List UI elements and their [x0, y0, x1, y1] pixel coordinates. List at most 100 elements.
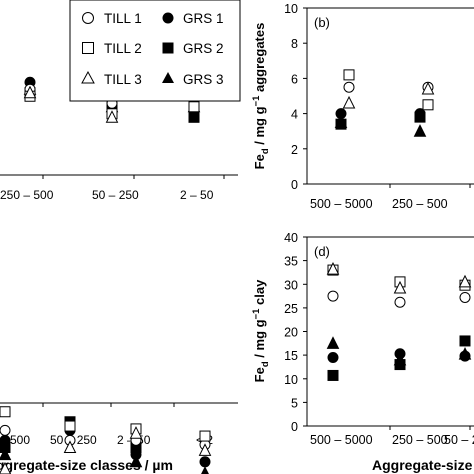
- panel-b-ylabel-sup: −1: [251, 95, 262, 107]
- filled-circle-icon: [162, 12, 174, 24]
- panel-b-ytick-label: 2: [291, 143, 298, 157]
- panel-d-ylabel-rest: / mg g: [252, 319, 267, 361]
- data-point-grs-2: [327, 369, 339, 381]
- data-point-grs-3: [393, 352, 407, 366]
- data-point-till-3: [129, 426, 143, 439]
- panel-d-markers: [326, 262, 472, 381]
- data-point-till-1: [0, 424, 11, 436]
- panel-b-label: (b): [314, 15, 330, 30]
- data-point-grs-1: [199, 456, 211, 468]
- data-point-till-1: [394, 296, 406, 308]
- panel-b-ytick-label: 0: [291, 178, 298, 192]
- data-point-grs-2: [414, 111, 426, 123]
- data-point-grs-3: [0, 447, 12, 461]
- data-point-till-2: [343, 69, 355, 81]
- panel-b-ytick-label: 10: [284, 2, 298, 16]
- panel-d-ytick-label: 40: [284, 231, 298, 245]
- data-point-till-3: [342, 95, 356, 109]
- data-point-till-3: [458, 274, 472, 288]
- data-point-till-2: [422, 99, 434, 111]
- legend-label: TILL 1: [104, 11, 142, 26]
- data-point-grs-3: [413, 124, 427, 137]
- legend-entry: TILL 1: [82, 11, 142, 26]
- legend-entry: TILL 3: [81, 70, 142, 87]
- legend-entry: GRS 2: [162, 41, 224, 56]
- panel-b-ylabel-rest: / mg g: [252, 106, 267, 148]
- data-point-till-2: [0, 406, 11, 418]
- panel-a-xtick-label: 2 – 50: [180, 188, 214, 202]
- open-circle-icon: [82, 12, 94, 24]
- panel-d-x-axis-title: Aggregate-size: [372, 457, 473, 473]
- panel-d-ytick-label: 10: [284, 373, 298, 387]
- panel-b-plot-frame: [306, 7, 474, 185]
- data-point-grs-2: [188, 111, 200, 123]
- panel-c-x-axis-title: ggregate-size classes / µm: [0, 457, 173, 473]
- panel-d-label: (d): [314, 244, 330, 259]
- panel-d-ytick-label: 25: [284, 302, 298, 316]
- panel-b-markers: [334, 69, 435, 137]
- open-triangle-icon: [81, 70, 95, 84]
- panel-d-ylabel-sup: −1: [251, 308, 262, 320]
- panel-b-y-axis-title: Fed / mg g−1 aggregates: [251, 23, 271, 170]
- panel-b-ytick-label: 8: [291, 37, 298, 51]
- legend-entry: TILL 2: [82, 41, 142, 56]
- panel-d-ytick-label: 15: [284, 349, 298, 363]
- panel-d-ytick-label: 0: [291, 420, 298, 434]
- data-point-till-1: [327, 290, 339, 302]
- legend-label: GRS 1: [183, 11, 224, 26]
- panel-a-xtick-label: 250 – 500: [0, 188, 54, 202]
- data-point-grs-2: [459, 335, 471, 347]
- panel-a-xtick-label: 50 – 250: [92, 188, 139, 202]
- data-point-till-2: [64, 420, 76, 432]
- panel-d-ylabel-sub: d: [260, 361, 271, 367]
- panel-d-ytick-label: 20: [284, 326, 298, 340]
- panel-b-y-ticks: 0 2 4 6 8 10: [284, 2, 307, 192]
- filled-square-icon: [162, 42, 174, 54]
- data-point-till-2: [199, 430, 211, 442]
- data-point-grs-3: [334, 115, 348, 128]
- data-point-grs-1: [327, 351, 339, 363]
- panel-b-xtick-label: 500 – 5000: [310, 197, 373, 211]
- panel-d-y-ticks: 0 5 10 15 20 25 30 35 40: [284, 231, 307, 434]
- panel-d-ytick-label: 30: [284, 278, 298, 292]
- panel-d-ylabel-end: clay: [252, 279, 267, 309]
- panel-b: 0 2 4 6 8 10 500 – 5000 250 – 500 (b) Fe…: [251, 2, 474, 211]
- panel-d-xtick-label: 250 – 500: [392, 433, 448, 447]
- panel-d-ytick-label: 5: [291, 396, 298, 410]
- panel-b-ylabel-end: aggregates: [252, 23, 267, 96]
- data-point-till-3: [198, 443, 212, 456]
- data-point-grs-3: [129, 454, 143, 468]
- legend-label: TILL 2: [104, 41, 142, 56]
- data-point-till-3: [393, 280, 407, 294]
- filled-triangle-icon: [162, 72, 174, 83]
- legend-entry: GRS 3: [162, 72, 224, 87]
- panel-c-markers: [0, 406, 212, 474]
- panel-b-ytick-label: 6: [291, 72, 298, 86]
- data-point-till-3: [421, 81, 435, 95]
- panel-d-xtick-label: 50 – 2: [444, 433, 474, 447]
- data-point-till-3: [326, 262, 340, 275]
- data-point-grs-3: [326, 336, 340, 349]
- panel-d: 0 5 10 15 20 25 30 35 40 500 – 5000 250 …: [251, 231, 474, 473]
- legend-label: TILL 3: [104, 72, 142, 87]
- panel-b-xtick-label: 250 – 500: [392, 197, 448, 211]
- panel-c: – 500 50 – 250 2 – 50 < 2 ggregate-size …: [0, 402, 238, 474]
- open-square-icon: [82, 42, 94, 54]
- data-point-till-3: [23, 85, 37, 99]
- legend: TILL 1 GRS 1 TILL 2 GRS 2 TILL 3 GRS 3: [69, 0, 241, 102]
- data-point-grs-3: [458, 347, 472, 360]
- data-point-grs-3: [201, 466, 209, 474]
- data-point-till-3: [105, 110, 119, 123]
- panel-b-ylabel-sub: d: [260, 148, 271, 154]
- panel-b-ytick-label: 4: [291, 108, 298, 122]
- panel-d-xtick-label: 500 – 5000: [310, 433, 373, 447]
- legend-label: GRS 3: [183, 72, 224, 87]
- legend-box: [69, 0, 241, 102]
- panel-d-y-axis-title: Fed / mg g−1 clay: [251, 279, 271, 382]
- data-point-till-1: [459, 291, 471, 303]
- data-point-till-2: [188, 101, 200, 113]
- data-point-till-3: [63, 440, 77, 453]
- panel-d-ytick-label: 35: [284, 255, 298, 269]
- legend-label: GRS 2: [183, 41, 224, 56]
